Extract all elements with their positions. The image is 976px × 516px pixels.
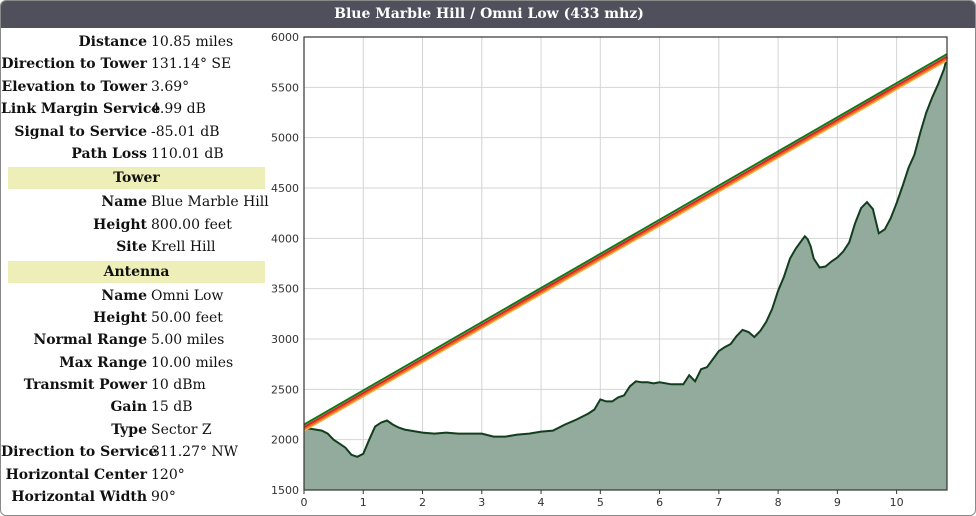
info-value: 120° <box>151 466 185 483</box>
chart-svg: 1500 2000 2500 3000 3500 4000 4500 5000 5500 6000… <box>271 31 948 509</box>
x-tick-label: 0 <box>301 496 308 509</box>
y-tick-label: 1500 <box>271 484 299 497</box>
x-tick-label: 6 <box>656 496 663 509</box>
y-tick-label: 3500 <box>271 283 299 296</box>
summary-section: Distance 10.85 miles Direction to Tower 131… <box>1 31 271 165</box>
info-row: Distance 10.85 miles <box>1 31 271 53</box>
info-row: Site Krell Hill <box>1 236 271 258</box>
info-value: 131.14° SE <box>151 56 232 73</box>
signal-line <box>303 55 948 428</box>
info-label: Name <box>101 287 147 304</box>
info-label: Signal to Service <box>14 123 147 140</box>
y-tick-label: 4500 <box>271 182 299 195</box>
info-row: Gain 15 dB <box>1 396 271 418</box>
terrain-area <box>304 57 947 490</box>
info-row: Horizontal Width 90° <box>1 486 271 508</box>
info-value: -85.01 dB <box>151 123 220 140</box>
info-value: 10.00 miles <box>151 354 234 371</box>
plot-frame <box>303 36 948 491</box>
info-label: Transmit Power <box>23 377 147 394</box>
info-label: Horizontal Center <box>5 466 147 483</box>
y-tick-label: 4000 <box>271 232 299 245</box>
info-value: Krell Hill <box>151 239 216 256</box>
info-value: 15 dB <box>151 399 193 416</box>
info-row: Height 800.00 feet <box>1 214 271 236</box>
info-label: Direction to Tower <box>1 56 147 73</box>
tower-heading: Tower <box>8 167 265 190</box>
signal-line <box>303 53 948 426</box>
x-tick-label: 10 <box>890 496 904 509</box>
info-label: Height <box>93 216 147 233</box>
info-label: Height <box>93 309 147 326</box>
info-value: 90° <box>151 489 176 506</box>
info-label: Elevation to Tower <box>1 78 147 95</box>
info-value: 50.00 feet <box>151 309 223 326</box>
tower-section: Name Blue Marble Hill Height 800.00 feet Sit… <box>1 191 271 258</box>
info-value: 311.27° NW <box>151 444 239 461</box>
info-row: Path Loss 110.01 dB <box>1 143 271 165</box>
info-row: Direction to Service 311.27° NW <box>1 441 271 463</box>
info-label: Path Loss <box>71 145 147 162</box>
info-value: 800.00 feet <box>151 216 232 233</box>
info-row: Type Sector Z <box>1 419 271 441</box>
info-row: Direction to Tower 131.14° SE <box>1 53 271 75</box>
info-row: Max Range 10.00 miles <box>1 352 271 374</box>
info-row: Name Omni Low <box>1 285 271 307</box>
antenna-heading: Antenna <box>8 260 265 283</box>
x-tick-label: 8 <box>775 496 782 509</box>
info-label: Type <box>111 421 147 438</box>
info-label: Horizontal Width <box>11 489 147 506</box>
info-value: 3.69° <box>151 78 190 95</box>
x-tick-label: 7 <box>715 496 722 509</box>
info-label: Gain <box>110 399 147 416</box>
info-value: Blue Marble Hill <box>151 194 269 211</box>
info-label: Site <box>116 239 147 256</box>
signal-line <box>303 59 948 432</box>
info-value: 10 dBm <box>151 377 206 394</box>
info-value: Omni Low <box>151 287 224 304</box>
info-label: Normal Range <box>33 332 148 349</box>
info-value: 10.85 miles <box>151 34 234 50</box>
x-tick-label: 1 <box>360 496 367 509</box>
info-value: 5.00 miles <box>151 332 225 349</box>
y-tick-label: 2500 <box>271 383 299 396</box>
terrain-line <box>304 56 948 458</box>
info-row: Height 50.00 feet <box>1 307 271 329</box>
y-tick-label: 5000 <box>271 132 299 145</box>
signal-line <box>303 57 948 430</box>
info-value: 110.01 dB <box>151 145 224 162</box>
info-label: Link Margin Service <box>1 101 161 118</box>
y-tick-label: 5500 <box>271 81 299 94</box>
info-value: Sector Z <box>151 421 212 438</box>
y-tick-label: 3000 <box>271 333 299 346</box>
y-tick-label: 6000 <box>271 31 299 44</box>
x-tick-label: 2 <box>419 496 426 509</box>
x-tick-label: 9 <box>834 496 841 509</box>
info-row: Signal to Service -85.01 dB <box>1 121 271 143</box>
info-row: Horizontal Center 120° <box>1 464 271 486</box>
info-label: Max Range <box>59 354 147 371</box>
info-label: Direction to Service <box>1 444 158 461</box>
info-row: Link Margin Service 4.99 dB <box>1 98 271 120</box>
window-title: Blue Marble Hill / Omni Low (433 mhz) <box>1 1 975 28</box>
info-row: Name Blue Marble Hill <box>1 191 271 213</box>
info-panel: Distance 10.85 miles Direction to Tower 131… <box>1 31 271 508</box>
info-row: Elevation to Tower 3.69° <box>1 76 271 98</box>
x-tick-label: 4 <box>538 496 545 509</box>
antenna-section: Name Omni Low Height 50.00 feet Normal Range… <box>1 285 271 509</box>
info-row: Normal Range 5.00 miles <box>1 329 271 351</box>
info-label: Distance <box>78 34 148 50</box>
y-tick-label: 2000 <box>271 434 299 447</box>
elevation-profile-chart: 1500 2000 2500 3000 3500 4000 4500 5000 5500 6000… <box>267 29 975 515</box>
x-tick-label: 5 <box>597 496 604 509</box>
info-label: Name <box>101 194 147 211</box>
info-row: Transmit Power 10 dBm <box>1 374 271 396</box>
x-tick-label: 3 <box>478 496 485 509</box>
info-value: 4.99 dB <box>151 101 206 118</box>
